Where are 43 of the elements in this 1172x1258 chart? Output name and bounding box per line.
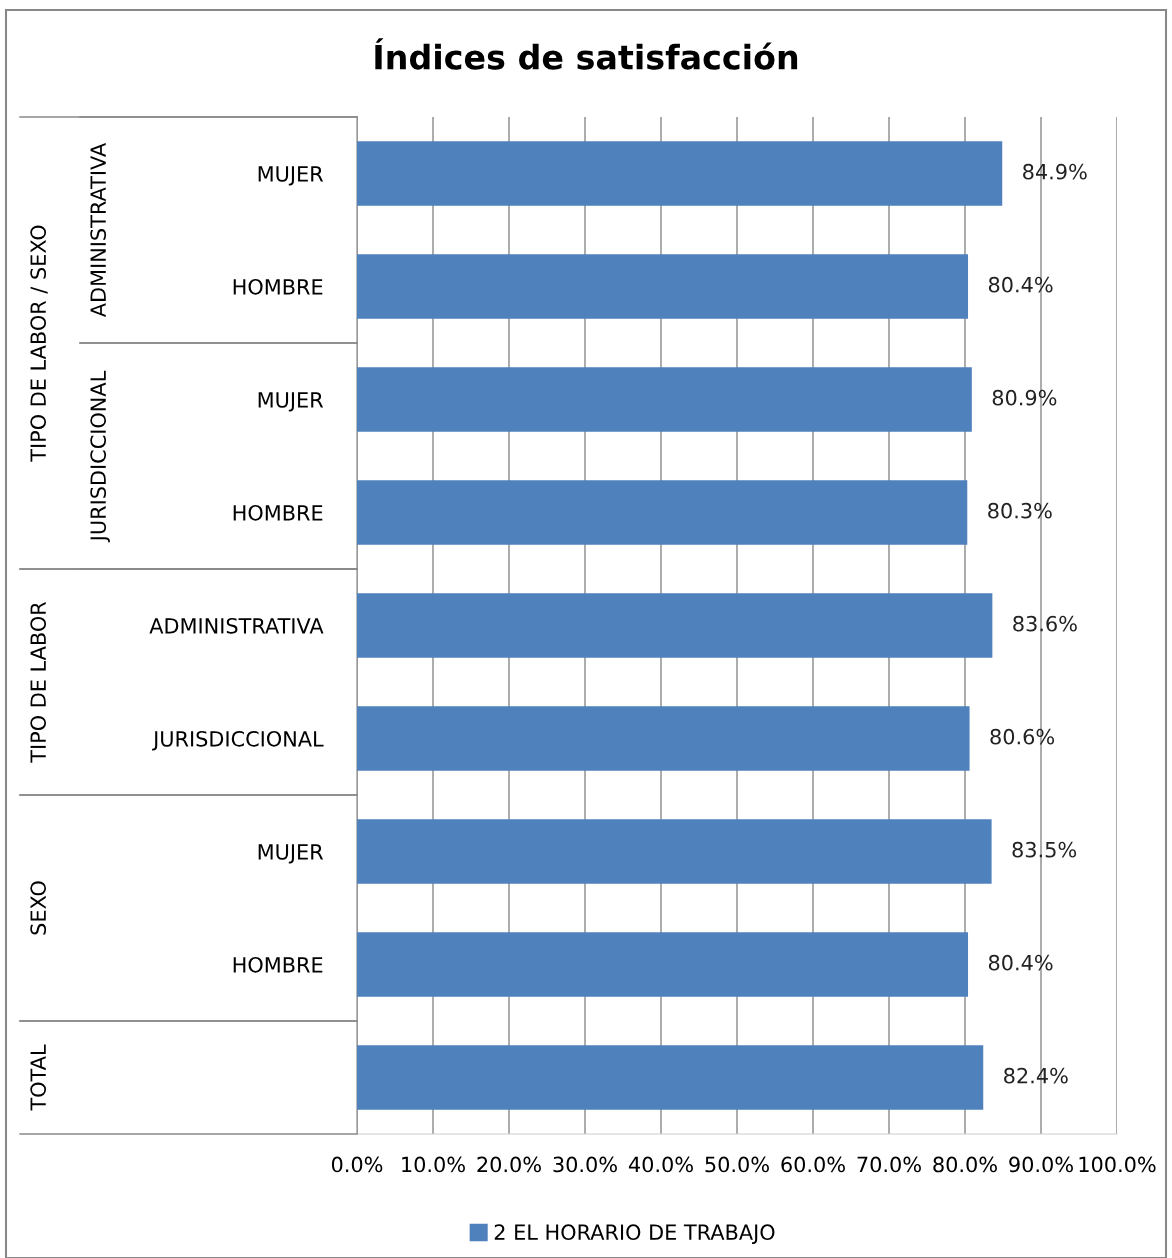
- bar: [357, 819, 992, 884]
- legend-label: 2 EL HORARIO DE TRABAJO: [494, 1224, 775, 1244]
- bar: [357, 593, 993, 658]
- x-tick-label: 30.0%: [553, 1156, 617, 1173]
- x-tick-label: 10.0%: [402, 1156, 465, 1173]
- text: SEXO: [30, 881, 47, 935]
- y-tick-label: HOMBRE: [233, 278, 323, 295]
- y-tick-label: MUJER: [258, 844, 324, 864]
- data-label: 83.5%: [1012, 841, 1077, 858]
- x-tick-label: 70.0%: [857, 1156, 921, 1173]
- bar: [357, 706, 970, 771]
- y-tick-label: HOMBRE: [233, 504, 323, 521]
- x-tick-label: 80.0%: [933, 1156, 997, 1173]
- bar: [357, 367, 972, 432]
- data-label: 80.6%: [990, 728, 1055, 745]
- y-tick-label: ADMINISTRATIVA: [149, 617, 324, 634]
- y-tick-label: MUJER: [258, 392, 324, 412]
- x-tick-label: 60.0%: [781, 1156, 845, 1173]
- data-label: 80.3%: [988, 502, 1052, 519]
- data-label: 80.9%: [992, 389, 1057, 406]
- bar: [357, 480, 968, 545]
- data-label: 80.4%: [988, 276, 1053, 293]
- bar: [357, 932, 969, 997]
- y-tick-label: MUJER: [258, 166, 324, 186]
- chart-title: Índices de satisfacción: [375, 38, 798, 70]
- bar: [357, 1045, 984, 1110]
- text: TIPO DE LABOR / SEXO: [30, 225, 48, 462]
- x-tick-label: 20.0%: [477, 1156, 541, 1173]
- x-tick-label: 40.0%: [628, 1156, 693, 1173]
- text: TOTAL: [30, 1044, 47, 1111]
- data-label: 82.4%: [1004, 1067, 1068, 1084]
- data-label: 84.9%: [1023, 163, 1087, 180]
- data-label: 83.6%: [1013, 615, 1077, 632]
- y-tick-label: HOMBRE: [233, 956, 323, 973]
- x-tick-label: 0.0%: [331, 1156, 383, 1173]
- y-tick-label: JURISDICCIONAL: [152, 730, 324, 751]
- text: TIPO DE LABOR: [30, 601, 47, 763]
- bar: [357, 141, 1003, 206]
- x-tick-label: 50.0%: [705, 1156, 769, 1173]
- x-tick-label: 90.0%: [1009, 1156, 1073, 1173]
- data-label: 80.4%: [988, 954, 1053, 971]
- bar: [357, 254, 969, 319]
- x-tick-label: 100.0%: [1079, 1156, 1156, 1173]
